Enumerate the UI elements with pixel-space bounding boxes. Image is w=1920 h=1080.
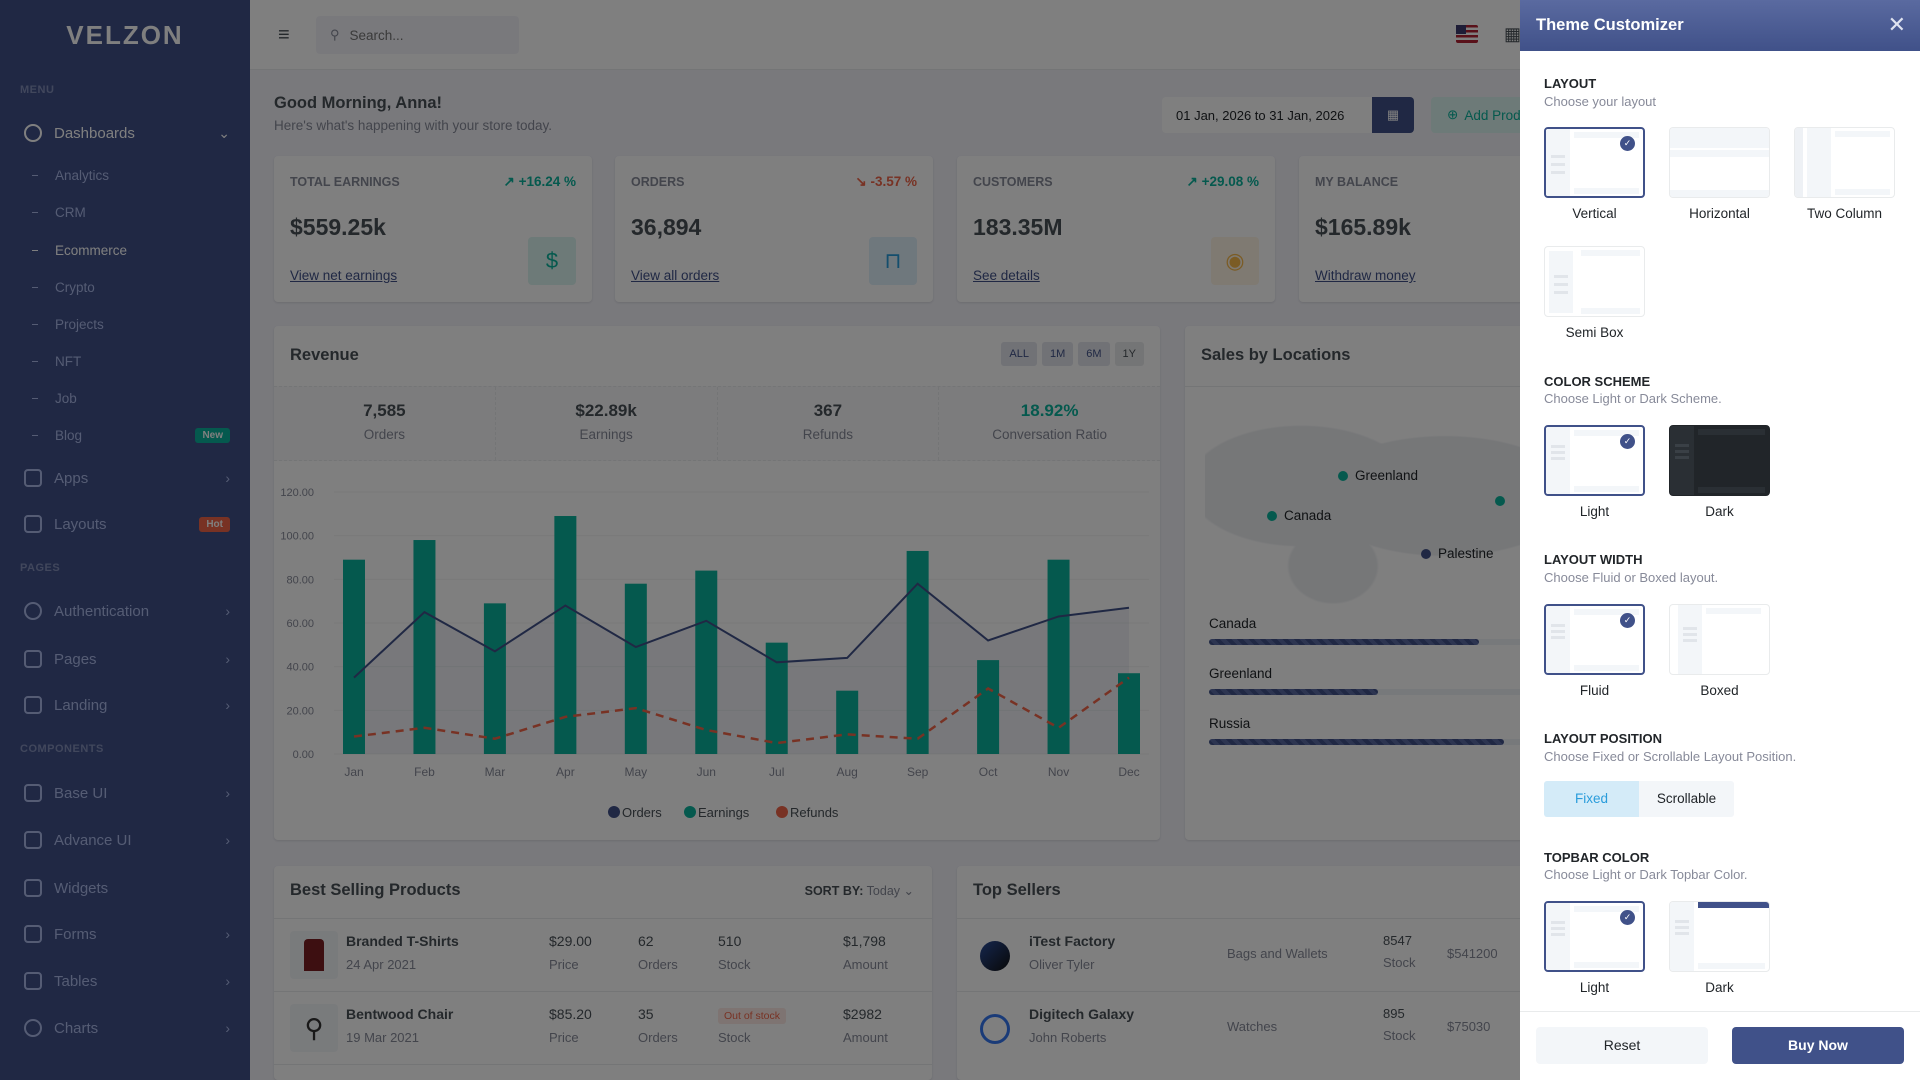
option-label: Dark (1705, 504, 1734, 519)
check-icon: ✓ (1620, 613, 1635, 628)
section-subtitle: Choose Light or Dark Topbar Color. (1544, 867, 1748, 882)
color-scheme-dark-option[interactable] (1669, 425, 1770, 496)
section-title: COLOR SCHEME (1544, 374, 1651, 389)
option-label: Fluid (1579, 683, 1610, 698)
layout-vertical-option[interactable]: ✓ (1544, 127, 1645, 198)
layout-horizontal-option[interactable] (1669, 127, 1770, 198)
theme-customizer-panel: Theme Customizer ✕ LAYOUT Choose your la… (1520, 0, 1920, 1080)
customizer-title: Theme Customizer (1536, 16, 1684, 34)
buy-now-button[interactable]: Buy Now (1732, 1027, 1904, 1064)
customizer-header: Theme Customizer ✕ (1520, 0, 1920, 51)
color-scheme-light-option[interactable]: ✓ (1544, 425, 1645, 496)
layout-width-fluid-option[interactable]: ✓ (1544, 604, 1645, 675)
check-icon: ✓ (1620, 434, 1635, 449)
section-subtitle: Choose Fluid or Boxed layout. (1544, 570, 1719, 585)
option-label: Light (1579, 504, 1610, 519)
topbar-dark-option[interactable] (1669, 901, 1770, 972)
option-label: Vertical (1572, 206, 1617, 221)
option-label: Two Column (1806, 206, 1883, 221)
close-icon[interactable]: ✕ (1887, 12, 1906, 37)
option-label: Horizontal (1689, 206, 1750, 221)
layout-two-column-option[interactable] (1794, 127, 1895, 198)
section-subtitle: Choose Light or Dark Scheme. (1544, 391, 1722, 406)
option-label: Boxed (1700, 683, 1739, 698)
check-icon: ✓ (1620, 136, 1635, 151)
section-title: LAYOUT WIDTH (1544, 552, 1643, 567)
position-scrollable-button[interactable]: Scrollable (1639, 781, 1734, 817)
check-icon: ✓ (1620, 910, 1635, 925)
reset-button[interactable]: Reset (1536, 1027, 1708, 1064)
option-label: Dark (1705, 980, 1734, 995)
section-title: TOPBAR COLOR (1544, 850, 1650, 865)
section-subtitle: Choose your layout (1544, 94, 1657, 109)
position-fixed-button[interactable]: Fixed (1544, 781, 1639, 817)
layout-semi-box-option[interactable] (1544, 246, 1645, 317)
section-title: LAYOUT POSITION (1544, 731, 1662, 746)
layout-width-boxed-option[interactable] (1669, 604, 1770, 675)
option-label: Semi Box (1565, 325, 1624, 340)
topbar-light-option[interactable]: ✓ (1544, 901, 1645, 972)
section-subtitle: Choose Fixed or Scrollable Layout Positi… (1544, 749, 1797, 764)
option-label: Light (1579, 980, 1610, 995)
section-title: LAYOUT (1544, 76, 1597, 91)
